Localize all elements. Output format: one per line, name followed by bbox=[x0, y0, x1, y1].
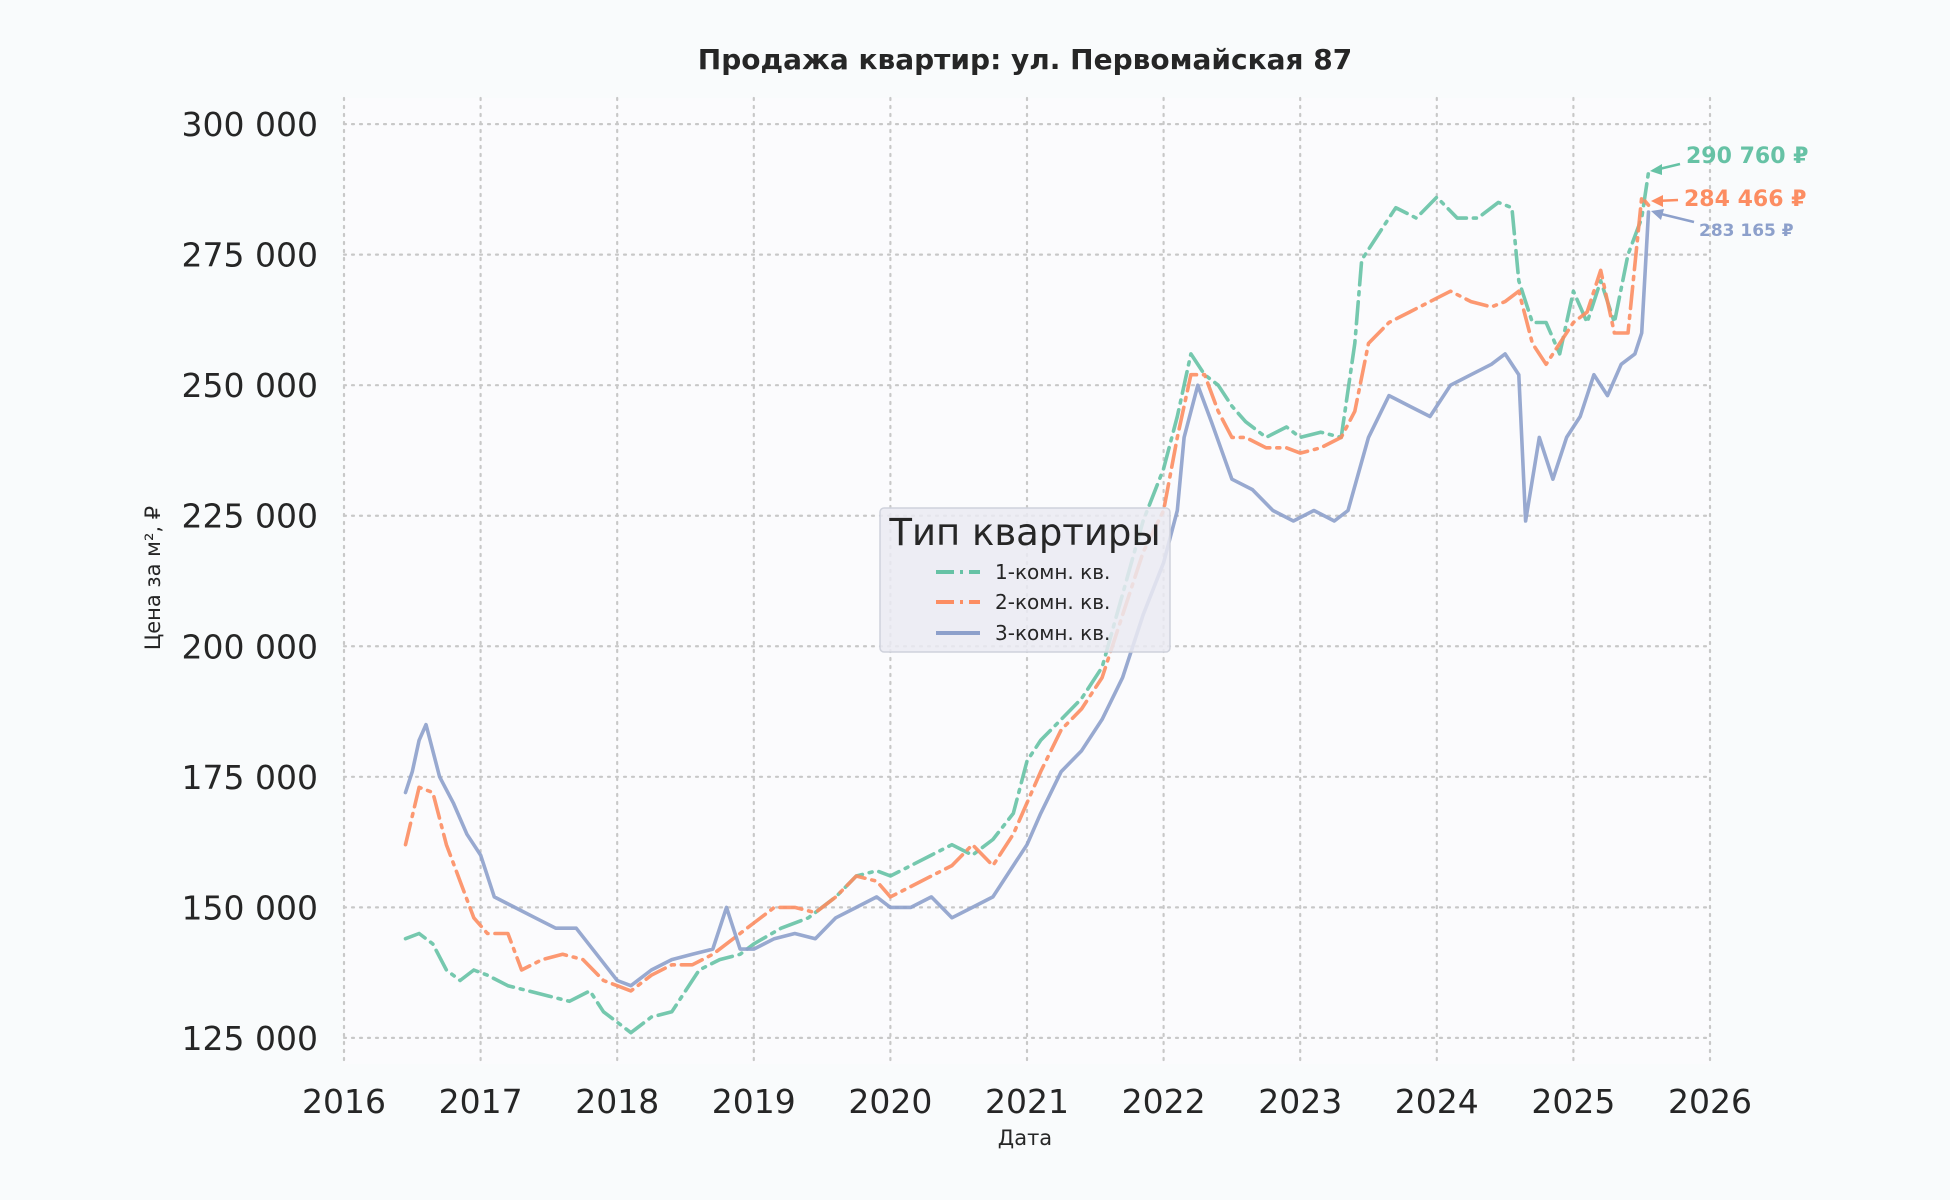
x-tick-label: 2023 bbox=[1258, 1082, 1342, 1121]
annotation-arrowhead-1k bbox=[1650, 164, 1662, 175]
annotation-arrowhead-3k bbox=[1651, 209, 1664, 220]
legend-label-2k: 2-комн. кв. bbox=[995, 590, 1110, 614]
legend-label-3k: 3-комн. кв. bbox=[995, 621, 1110, 645]
y-axis-label: Цена за м², ₽ bbox=[141, 506, 165, 650]
y-tick-label: 300 000 bbox=[182, 105, 318, 144]
annotation-arrowhead-2k bbox=[1651, 195, 1663, 207]
end-value-annotations: 290 760 ₽ 284 466 ₽ 283 165 ₽ bbox=[1650, 144, 1808, 241]
x-axis-label: Дата bbox=[998, 1126, 1052, 1150]
x-tick-label: 2026 bbox=[1668, 1082, 1752, 1121]
series-layer bbox=[403, 170, 1651, 1035]
x-tick-label: 2022 bbox=[1122, 1082, 1206, 1121]
legend-label-1k: 1-комн. кв. bbox=[995, 560, 1110, 584]
series-line-1 bbox=[403, 170, 1651, 1035]
x-tick-label: 2024 bbox=[1395, 1082, 1479, 1121]
x-tick-label: 2021 bbox=[985, 1082, 1069, 1121]
x-tick-label: 2017 bbox=[439, 1082, 523, 1121]
x-tick-label: 2025 bbox=[1531, 1082, 1615, 1121]
y-tick-label: 250 000 bbox=[182, 366, 318, 405]
x-axis-ticks: 2016 2017 2018 2019 2020 2021 2022 2023 2024 2025… bbox=[302, 1082, 1752, 1121]
annotation-arrow-3k bbox=[1656, 211, 1695, 224]
annotation-2k: 284 466 ₽ bbox=[1684, 187, 1806, 212]
y-tick-label: 275 000 bbox=[182, 236, 318, 275]
y-tick-label: 200 000 bbox=[182, 627, 318, 666]
y-tick-label: 125 000 bbox=[182, 1019, 318, 1058]
chart-title: Продажа квартир: ул. Первомайская 87 bbox=[698, 43, 1352, 76]
series-line-2 bbox=[403, 195, 1651, 993]
x-tick-label: 2018 bbox=[575, 1082, 659, 1121]
x-tick-label: 2020 bbox=[848, 1082, 932, 1121]
series-line-3 bbox=[403, 210, 1651, 988]
y-tick-label: 150 000 bbox=[182, 888, 318, 927]
y-tick-label: 175 000 bbox=[182, 758, 318, 797]
y-tick-label: 225 000 bbox=[182, 497, 318, 536]
legend-box bbox=[879, 507, 1171, 653]
x-tick-label: 2019 bbox=[712, 1082, 796, 1121]
y-axis-ticks: 125 000 150 000 175 000 200 000 225 000 250 0… bbox=[182, 105, 318, 1058]
legend: Тип квартиры 1-комн. кв. 2-комн. кв. 3-к… bbox=[879, 507, 1171, 653]
legend-title: Тип квартиры bbox=[888, 511, 1160, 554]
x-tick-label: 2016 bbox=[302, 1082, 386, 1121]
annotation-1k: 290 760 ₽ bbox=[1686, 144, 1808, 169]
annotation-3k: 283 165 ₽ bbox=[1699, 221, 1794, 241]
